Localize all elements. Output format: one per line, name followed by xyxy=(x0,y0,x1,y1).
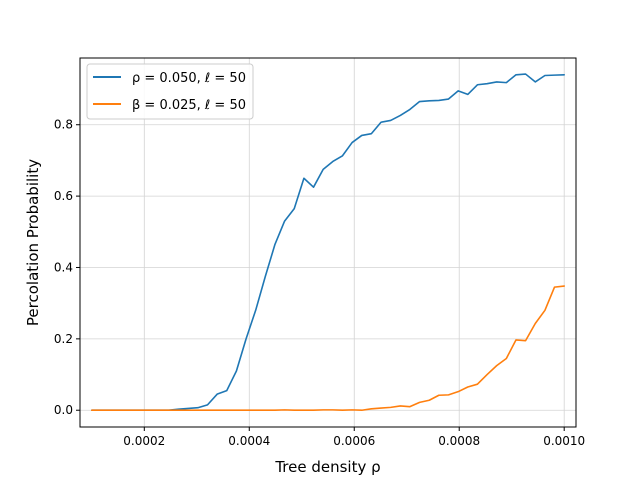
y-tick-label: 0.2 xyxy=(54,332,73,346)
axis-ticks: 0.0002 0.0004 0.0006 0.0008 0.0010 0.0 0.2 0.4 0… xyxy=(54,118,585,448)
legend-box xyxy=(86,63,254,120)
series-lines xyxy=(91,73,565,412)
x-tick-label: 0.0008 xyxy=(438,434,480,448)
x-tick-label: 0.0004 xyxy=(228,434,270,448)
plot-frame xyxy=(79,57,577,428)
legend: ρ = 0.050, ℓ = 50 β = 0.025, ℓ = 50 xyxy=(86,63,254,120)
y-tick-label: 0.8 xyxy=(54,118,73,132)
legend-label-series-1: ρ = 0.050, ℓ = 50 xyxy=(132,71,246,86)
x-tick-label: 0.0010 xyxy=(543,434,585,448)
y-axis-label: Percolation Probability xyxy=(24,159,42,326)
x-tick-label: 0.0006 xyxy=(333,434,375,448)
y-tick-label: 0.0 xyxy=(54,403,73,417)
legend-label-series-2: β = 0.025, ℓ = 50 xyxy=(132,98,246,113)
y-tick-label: 0.4 xyxy=(54,260,73,274)
x-axis-label: Tree density ρ xyxy=(274,458,380,476)
y-tick-label: 0.6 xyxy=(54,189,73,203)
x-tick-label: 0.0002 xyxy=(123,434,165,448)
series-line-2 xyxy=(91,285,565,412)
